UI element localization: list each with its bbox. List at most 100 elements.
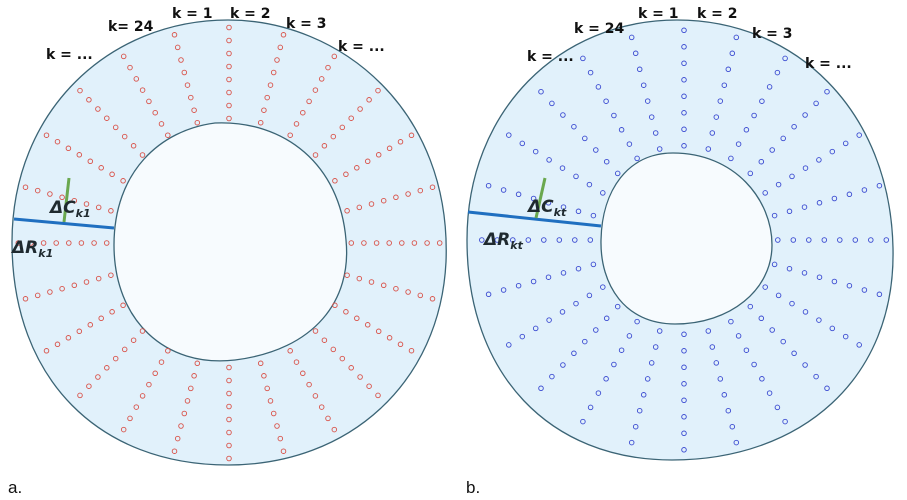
panel-b-sample-point — [611, 361, 617, 368]
panel-b-sample-point — [801, 204, 808, 210]
panel-b-sample-point — [846, 191, 853, 198]
panel-a-sample-point — [174, 435, 181, 442]
panel-b-sample-point — [705, 328, 712, 334]
panel-b-sample-point — [831, 278, 838, 285]
panel-b-sample-point — [587, 237, 594, 243]
panel-a-sample-point — [226, 455, 232, 462]
panel-b-sample-point — [829, 148, 836, 155]
panel-a-k-label-1: k = 1 — [172, 6, 213, 22]
panel-a-sample-point — [120, 53, 127, 60]
panel-b-sample-point — [775, 292, 782, 299]
panel-a-sample-point — [78, 240, 85, 246]
panel-a-sample-point — [95, 374, 101, 380]
panel-b-sample-point — [771, 261, 778, 268]
panel-a-sample-point — [188, 385, 194, 392]
panel-b-sample-point — [806, 237, 812, 243]
panel-b-sample-point — [780, 135, 786, 142]
panel-a-sample-point — [53, 240, 59, 246]
panel-a-sample-point — [368, 201, 375, 207]
panel-b-sample-point — [681, 331, 687, 338]
panel-a-sample-point — [86, 97, 92, 103]
panel-b-sample-point — [681, 381, 687, 387]
panel-a-sample-point — [226, 364, 232, 371]
panel-a-sample-point — [91, 240, 97, 246]
panel-a-sample-point — [34, 292, 41, 299]
panel-a-sample-points — [15, 24, 443, 462]
panel-a-delta-c-main: ΔC — [48, 198, 76, 218]
panel-a-sample-point — [287, 348, 293, 354]
panel-a-sample-point — [280, 32, 287, 38]
panel-a-sample-point — [152, 370, 158, 377]
panel-b-k-label-3: k = 3 — [752, 26, 793, 42]
panel-b-sample-point — [759, 98, 765, 104]
panel-b-sample-point — [829, 325, 836, 332]
panel-a-sample-point — [120, 302, 126, 309]
panel-b-sample-point — [560, 112, 566, 118]
panel-a-sample-point — [306, 98, 312, 105]
panel-a-sample-point — [226, 50, 232, 57]
panel-a-sample-point — [300, 370, 306, 377]
panel-a-sample-point — [165, 132, 171, 138]
panel-a-sample-point — [277, 435, 284, 442]
panel-a-sample-point — [344, 272, 350, 278]
panel-a-sample-point — [226, 377, 232, 384]
panel-b-sample-point — [572, 237, 578, 243]
panel-a-sample-point — [178, 57, 184, 63]
panel-b-sample-point — [743, 347, 750, 353]
panel-a-sample-point — [181, 69, 188, 76]
panel-b-k-label-left-ellipsis: k = ... — [527, 49, 574, 65]
panel-b-sample-point — [628, 34, 635, 41]
panel-a-sample-point — [181, 410, 188, 417]
panel-a-sample-point — [40, 240, 47, 246]
panel-b-sample-point — [802, 362, 808, 368]
panel-a-sample-point — [95, 275, 102, 282]
panel-b-sample-point — [515, 282, 522, 289]
panel-b-sample-point — [774, 69, 781, 76]
panel-a-sample-point — [95, 106, 101, 112]
panel-b-sample-point — [717, 376, 724, 382]
panel-b-sample-point — [733, 439, 740, 446]
panel-a-sample-point — [178, 423, 184, 429]
panel-b-sample-point — [681, 143, 687, 149]
panel-b-sample-point — [856, 342, 862, 348]
panel-a-inner-boundary — [113, 122, 348, 362]
panel-b-sample-point — [769, 147, 775, 153]
panel-a-k-label-3: k = 3 — [286, 16, 327, 32]
panel-a-sample-point — [321, 337, 328, 343]
panel-b-sample-point — [780, 338, 786, 345]
panel-a-sample-point — [171, 448, 178, 454]
panel-a-sample-point — [257, 360, 264, 367]
panel-a-sample-point — [43, 348, 50, 354]
panel-a-sample-point — [343, 171, 349, 178]
panel-b-sample-point — [681, 77, 687, 83]
panel-a: k = 1 k = 2 k = 3 k = ... k= 24 k = ... … — [8, 6, 447, 497]
panel-a-sample-point — [366, 97, 372, 103]
panel-a-sample-point — [184, 82, 191, 88]
panel-b-sample-point — [717, 98, 724, 104]
panel-a-caption: a. — [8, 478, 22, 497]
panel-b-sample-point — [538, 385, 544, 392]
panel-b-sample-point — [759, 376, 765, 382]
panel-a-sample-point — [429, 184, 436, 190]
panel-a-sample-point — [325, 415, 331, 422]
panel-b-sample-point — [640, 392, 647, 398]
panel-a-sample-point — [375, 152, 382, 158]
panel-a-sample-point — [226, 403, 232, 410]
panel-a-sample-point — [257, 119, 264, 126]
panel-b-delta-r-segment — [467, 210, 602, 228]
panel-a-sample-point — [130, 143, 137, 149]
panel-a-sample-point — [47, 191, 53, 197]
panel-a-delta-r-label: ΔRk1 — [10, 238, 53, 260]
panel-a-sample-point — [22, 184, 29, 190]
panel-a-sample-point — [165, 348, 171, 354]
panel-b-sample-point — [751, 361, 757, 368]
panel-a-sample-point — [226, 37, 232, 44]
panel-a-sample-point — [127, 64, 133, 71]
panel-b-sample-point — [560, 270, 567, 276]
panel-a-sample-point — [59, 285, 65, 292]
panel-b-sample-point — [603, 158, 610, 165]
panel-b-sample-point — [842, 140, 849, 147]
panel-b-sample-point — [813, 373, 819, 380]
panel-a-sample-point — [300, 109, 306, 116]
panel-a-sample-point — [108, 208, 114, 214]
